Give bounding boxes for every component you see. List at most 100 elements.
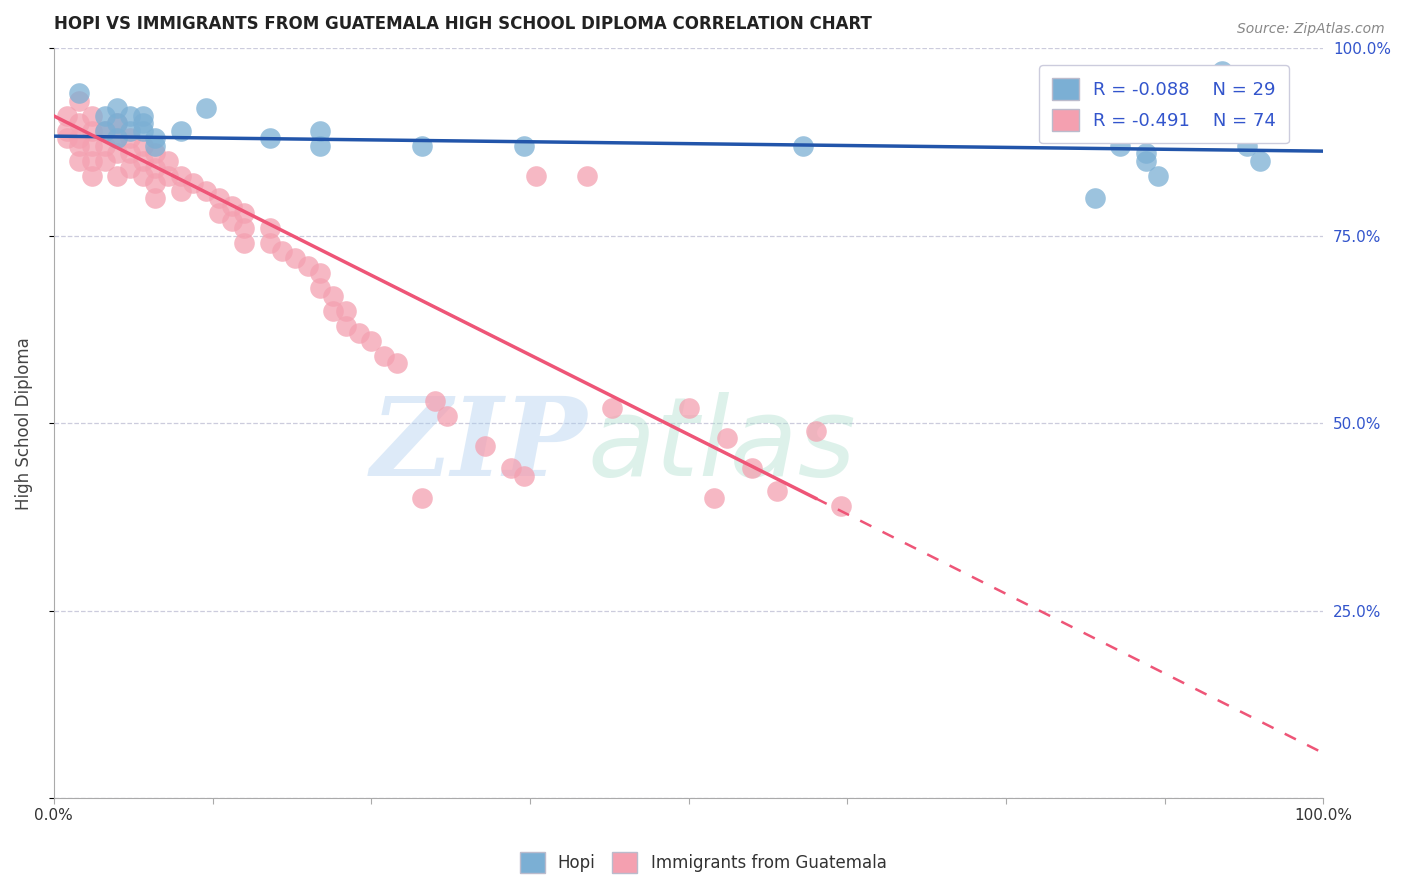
- Point: [602, 401, 624, 416]
- Point: [55, 124, 77, 138]
- Point: [105, 146, 128, 161]
- Point: [830, 499, 852, 513]
- Point: [423, 393, 446, 408]
- Point: [233, 221, 256, 235]
- Point: [512, 468, 534, 483]
- Point: [93, 109, 115, 123]
- Point: [105, 116, 128, 130]
- Point: [105, 116, 128, 130]
- Point: [221, 214, 243, 228]
- Point: [80, 153, 103, 168]
- Point: [93, 153, 115, 168]
- Point: [347, 326, 370, 341]
- Point: [259, 131, 281, 145]
- Point: [575, 169, 598, 183]
- Point: [118, 146, 141, 161]
- Point: [145, 191, 167, 205]
- Point: [1135, 146, 1157, 161]
- Point: [309, 124, 332, 138]
- Point: [1236, 139, 1258, 153]
- Point: [105, 169, 128, 183]
- Point: [67, 87, 90, 101]
- Point: [105, 131, 128, 145]
- Point: [55, 131, 77, 145]
- Point: [80, 124, 103, 138]
- Point: [67, 139, 90, 153]
- Point: [131, 153, 153, 168]
- Point: [93, 124, 115, 138]
- Point: [67, 153, 90, 168]
- Text: Source: ZipAtlas.com: Source: ZipAtlas.com: [1237, 22, 1385, 37]
- Point: [93, 139, 115, 153]
- Point: [208, 191, 231, 205]
- Point: [1109, 139, 1132, 153]
- Point: [512, 139, 534, 153]
- Point: [436, 409, 458, 423]
- Point: [1147, 169, 1170, 183]
- Point: [741, 461, 763, 475]
- Point: [1084, 191, 1107, 205]
- Point: [131, 139, 153, 153]
- Point: [259, 236, 281, 251]
- Point: [322, 303, 344, 318]
- Point: [80, 109, 103, 123]
- Point: [524, 169, 547, 183]
- Point: [131, 116, 153, 130]
- Point: [309, 266, 332, 280]
- Point: [157, 153, 180, 168]
- Point: [93, 124, 115, 138]
- Point: [131, 109, 153, 123]
- Point: [233, 236, 256, 251]
- Point: [322, 289, 344, 303]
- Point: [118, 109, 141, 123]
- Point: [170, 124, 193, 138]
- Point: [335, 303, 357, 318]
- Point: [105, 131, 128, 145]
- Point: [80, 169, 103, 183]
- Point: [145, 139, 167, 153]
- Point: [1135, 153, 1157, 168]
- Point: [678, 401, 700, 416]
- Point: [195, 102, 218, 116]
- Point: [1211, 64, 1233, 78]
- Text: atlas: atlas: [586, 392, 856, 500]
- Point: [145, 146, 167, 161]
- Point: [766, 483, 789, 498]
- Point: [411, 139, 433, 153]
- Point: [716, 431, 738, 445]
- Point: [474, 439, 496, 453]
- Point: [221, 199, 243, 213]
- Legend: Hopi, Immigrants from Guatemala: Hopi, Immigrants from Guatemala: [513, 846, 893, 880]
- Point: [131, 169, 153, 183]
- Point: [373, 349, 395, 363]
- Point: [297, 259, 319, 273]
- Point: [145, 161, 167, 176]
- Point: [309, 139, 332, 153]
- Point: [804, 424, 827, 438]
- Point: [233, 206, 256, 220]
- Point: [183, 177, 205, 191]
- Point: [271, 244, 294, 258]
- Point: [80, 139, 103, 153]
- Point: [335, 318, 357, 333]
- Y-axis label: High School Diploma: High School Diploma: [15, 337, 32, 509]
- Point: [195, 184, 218, 198]
- Point: [118, 131, 141, 145]
- Point: [385, 356, 408, 370]
- Point: [208, 206, 231, 220]
- Text: ZIP: ZIP: [370, 392, 586, 500]
- Point: [170, 169, 193, 183]
- Point: [360, 334, 382, 348]
- Point: [67, 116, 90, 130]
- Point: [55, 109, 77, 123]
- Point: [118, 124, 141, 138]
- Point: [67, 131, 90, 145]
- Legend: R = -0.088    N = 29, R = -0.491    N = 74: R = -0.088 N = 29, R = -0.491 N = 74: [1039, 65, 1289, 144]
- Point: [118, 161, 141, 176]
- Point: [170, 184, 193, 198]
- Point: [1249, 153, 1271, 168]
- Point: [105, 102, 128, 116]
- Point: [157, 169, 180, 183]
- Point: [499, 461, 522, 475]
- Text: HOPI VS IMMIGRANTS FROM GUATEMALA HIGH SCHOOL DIPLOMA CORRELATION CHART: HOPI VS IMMIGRANTS FROM GUATEMALA HIGH S…: [53, 15, 872, 33]
